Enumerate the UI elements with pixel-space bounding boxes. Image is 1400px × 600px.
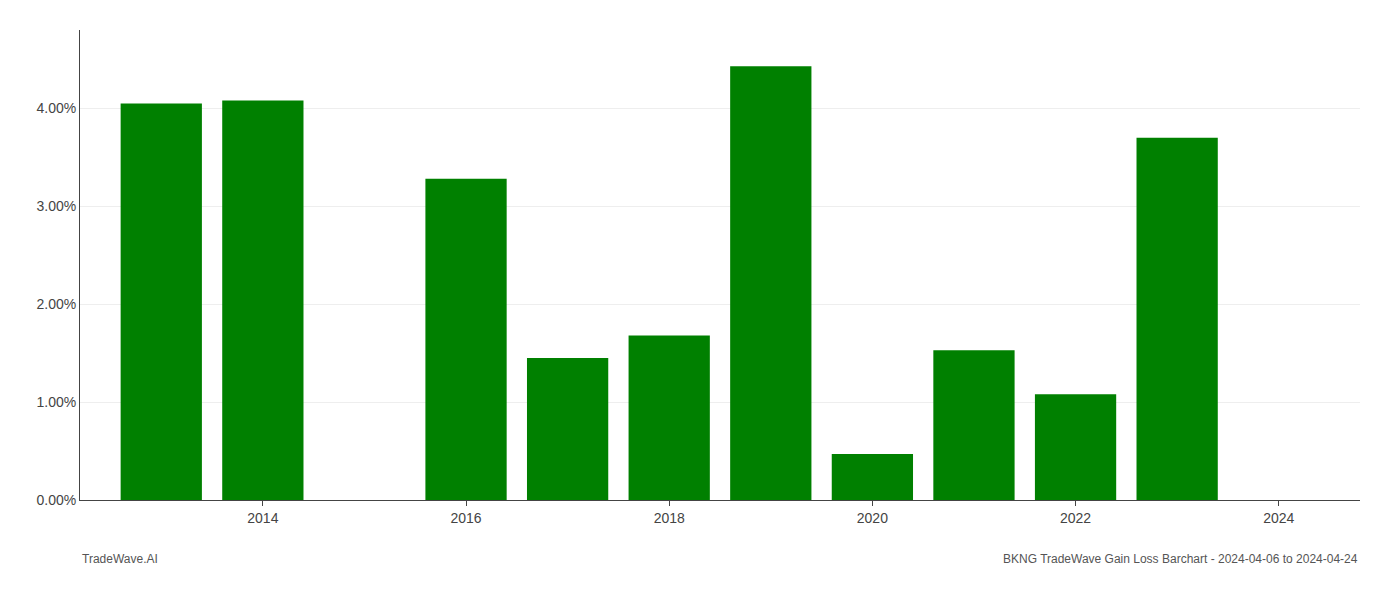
svg-text:2024: 2024 [1263,510,1294,526]
svg-text:2020: 2020 [857,510,888,526]
svg-text:2016: 2016 [450,510,481,526]
svg-text:3.00%: 3.00% [36,198,76,214]
svg-text:2018: 2018 [654,510,685,526]
svg-text:TradeWave.AI: TradeWave.AI [82,552,158,566]
svg-text:1.00%: 1.00% [36,394,76,410]
svg-text:2.00%: 2.00% [36,296,76,312]
svg-text:2022: 2022 [1060,510,1091,526]
svg-text:4.00%: 4.00% [36,100,76,116]
svg-text:0.00%: 0.00% [36,492,76,508]
svg-text:2014: 2014 [247,510,278,526]
svg-text:BKNG TradeWave Gain Loss Barch: BKNG TradeWave Gain Loss Barchart - 2024… [1003,552,1358,566]
